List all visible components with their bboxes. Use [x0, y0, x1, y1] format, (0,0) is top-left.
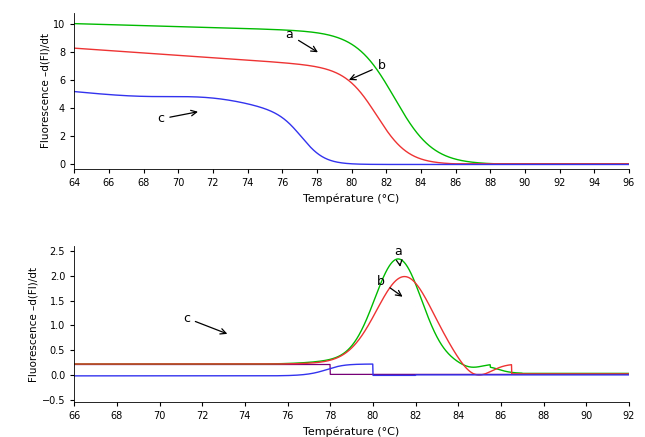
Text: c: c	[183, 312, 226, 334]
Text: a: a	[286, 28, 317, 52]
X-axis label: Température (°C): Température (°C)	[303, 193, 400, 204]
Text: a: a	[394, 245, 402, 266]
Text: b: b	[350, 59, 386, 80]
Y-axis label: Fluorescence –d(Fl)/dt: Fluorescence –d(Fl)/dt	[29, 267, 39, 382]
Text: c: c	[157, 110, 197, 125]
Y-axis label: Fluorescence –d(Fl)/dt: Fluorescence –d(Fl)/dt	[40, 33, 50, 149]
X-axis label: Température (°C): Température (°C)	[303, 427, 400, 437]
Text: b: b	[377, 275, 401, 296]
